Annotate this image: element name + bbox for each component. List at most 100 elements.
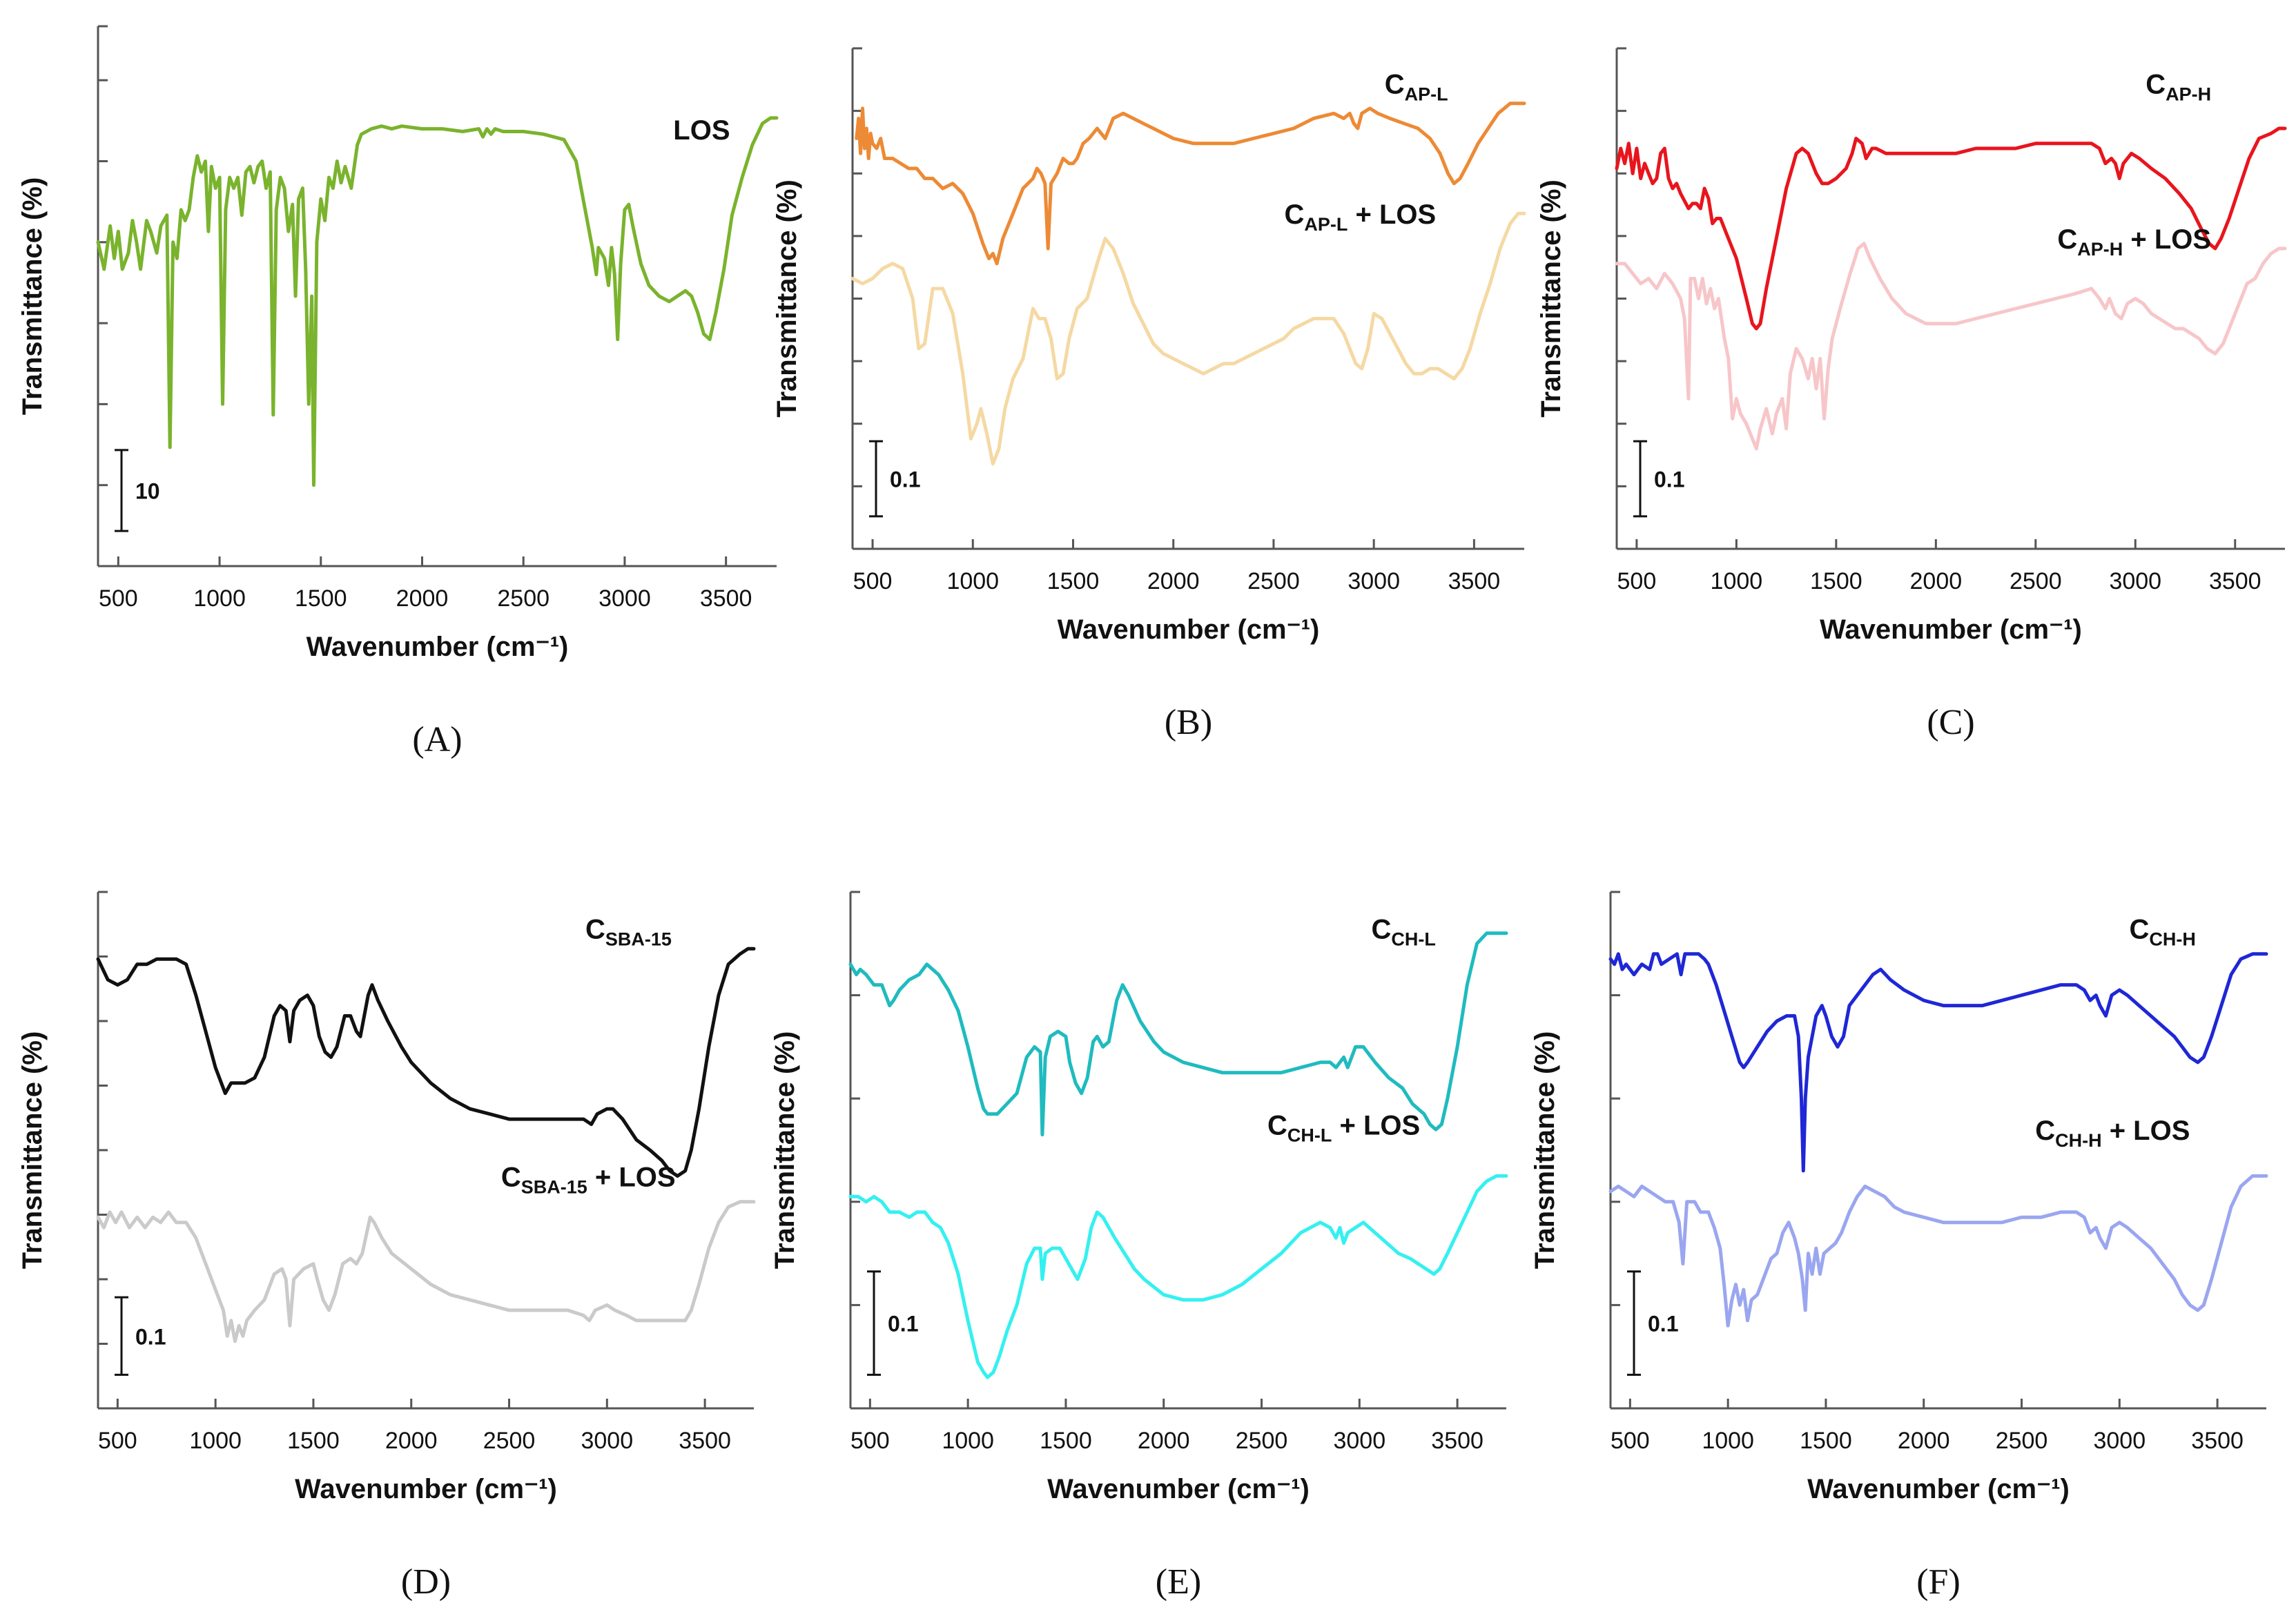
x-tick-label: 1000	[946, 568, 999, 594]
x-tick-label: 1000	[189, 1428, 242, 1454]
x-tick-label: 2500	[483, 1428, 536, 1454]
x-tick-label: 1500	[1040, 1428, 1092, 1454]
x-tick-label: 2000	[385, 1428, 438, 1454]
series-label-suffix: + LOS	[2123, 224, 2211, 255]
series-label-subscript: CH-H	[2055, 1130, 2102, 1151]
x-tick-label: 3000	[1348, 568, 1400, 594]
series-label: CCH-H	[2130, 914, 2196, 949]
x-tick-label: 1500	[1047, 568, 1100, 594]
x-tick-label: 500	[853, 568, 893, 594]
series-label-subscript: SBA-15	[605, 929, 672, 949]
series-label-main: C	[2130, 914, 2150, 944]
x-tick-label: 2500	[2010, 568, 2062, 594]
x-tick-label: 500	[850, 1428, 890, 1454]
series-label-subscript: AP-L	[1405, 84, 1448, 104]
series-label-subscript: CH-L	[1391, 929, 1435, 949]
series-line-2	[96, 1200, 756, 1343]
x-tick-label: 500	[1617, 568, 1657, 594]
chart-panel-5: 500 1000 1500 2000 2500 3000 3500 Wavenumber (c…	[770, 891, 1508, 1602]
series-label: CCH-L + LOS	[1267, 1111, 1420, 1146]
scale-bar-label: 10	[135, 479, 160, 504]
x-tick-label: 2000	[1910, 568, 1963, 594]
x-tick-label: 2000	[396, 585, 449, 612]
x-tick-label: 1500	[1810, 568, 1862, 594]
series-label-subscript: CH-L	[1287, 1125, 1332, 1146]
x-tick-label: 2500	[497, 585, 549, 612]
series-line-1	[1615, 126, 2287, 331]
series-label: CAP-H + LOS	[2057, 224, 2211, 260]
x-tick-label: 3000	[2093, 1428, 2146, 1454]
scale-bar-label: 0.1	[1648, 1312, 1678, 1337]
panel-label: (B)	[1165, 703, 1212, 742]
series-line-1	[855, 101, 1526, 266]
scale-bar-label: 0.1	[888, 1312, 918, 1337]
x-axis-title: Wavenumber (cm⁻¹)	[1058, 614, 1320, 645]
series-line-1	[1608, 952, 2268, 1173]
chart-panel-2: 500 1000 1500 2000 2500 3000 3500 Wavenumber (c…	[772, 47, 1526, 742]
x-axis-title: Wavenumber (cm⁻¹)	[1820, 614, 2082, 645]
x-tick-label: 2500	[1996, 1428, 2048, 1454]
y-axis-title: Transmittance (%)	[772, 179, 802, 418]
chart-panel-1: 500 1000 1500 2000 2500 3000 3500 Wavenumber (c…	[17, 25, 779, 759]
x-tick-label: 1500	[295, 585, 347, 612]
series-label-main: C	[1267, 1111, 1287, 1141]
x-tick-label: 3000	[581, 1428, 633, 1454]
x-tick-label: 3500	[2209, 568, 2261, 594]
x-axis-title: Wavenumber (cm⁻¹)	[1807, 1474, 2070, 1504]
series-line-1	[96, 946, 756, 1178]
x-tick-label: 2500	[1236, 1428, 1288, 1454]
panel-label: (F)	[1916, 1562, 1961, 1602]
series-label-suffix: + LOS	[1332, 1111, 1420, 1141]
panel-label: (E)	[1156, 1562, 1201, 1602]
panel-label: (A)	[412, 720, 462, 759]
panel-label: (C)	[1927, 703, 1974, 742]
series-line-2	[848, 1174, 1508, 1379]
x-tick-label: 2000	[1138, 1428, 1190, 1454]
x-tick-label: 500	[98, 1428, 137, 1454]
x-tick-label: 3000	[599, 585, 651, 612]
series-line-2	[850, 211, 1526, 466]
x-axis-title: Wavenumber (cm⁻¹)	[295, 1474, 557, 1504]
series-label-main: C	[2146, 69, 2166, 99]
y-axis-title: Transmittance (%)	[1530, 1031, 1560, 1270]
scale-bar-label: 0.1	[135, 1324, 166, 1349]
y-axis-title: Transmittance (%)	[17, 1031, 48, 1270]
x-tick-label: 1500	[1800, 1428, 1852, 1454]
x-tick-label: 2000	[1898, 1428, 1950, 1454]
series-label: CSBA-15 + LOS	[501, 1162, 676, 1197]
series-label-suffix: + LOS	[587, 1162, 676, 1192]
series-label-subscript: AP-H	[2166, 84, 2211, 104]
y-axis-title: Transmittance (%)	[1536, 179, 1566, 418]
x-tick-label: 3500	[700, 585, 752, 612]
series-label: CAP-L	[1385, 69, 1448, 104]
series-label-main: C	[2057, 224, 2077, 255]
x-tick-label: 1500	[287, 1428, 340, 1454]
scale-bar-label: 0.1	[1654, 467, 1684, 492]
series-line-2	[1608, 1174, 2268, 1328]
series-line-1	[848, 931, 1508, 1137]
x-tick-label: 1000	[1702, 1428, 1754, 1454]
series-label-subscript: CH-H	[2149, 929, 2196, 949]
series-line-2	[1615, 242, 2287, 451]
x-tick-label: 3000	[1333, 1428, 1385, 1454]
x-tick-label: 1000	[1711, 568, 1763, 594]
x-tick-label: 3000	[2109, 568, 2161, 594]
x-tick-label: 3500	[679, 1428, 731, 1454]
x-axis-title: Wavenumber (cm⁻¹)	[1047, 1474, 1310, 1504]
series-label-subscript: AP-L	[1304, 214, 1348, 235]
chart-panel-6: 500 1000 1500 2000 2500 3000 3500 Wavenumber (c…	[1530, 891, 2268, 1602]
x-tick-label: 1000	[193, 585, 246, 612]
series-label: CSBA-15	[585, 914, 672, 949]
series-label-main: C	[1284, 200, 1304, 230]
series-label-main: C	[2035, 1116, 2055, 1146]
x-tick-label: 3500	[1431, 1428, 1483, 1454]
x-axis-title: Wavenumber (cm⁻¹)	[307, 632, 569, 662]
y-axis-title: Transmittance (%)	[17, 177, 48, 416]
series-label-main: C	[585, 914, 605, 944]
series-label-main: C	[501, 1162, 521, 1192]
series-label-subscript: SBA-15	[521, 1176, 587, 1197]
series-label-suffix: + LOS	[1348, 200, 1436, 230]
x-tick-label: 2000	[1147, 568, 1200, 594]
x-tick-label: 1000	[942, 1428, 994, 1454]
